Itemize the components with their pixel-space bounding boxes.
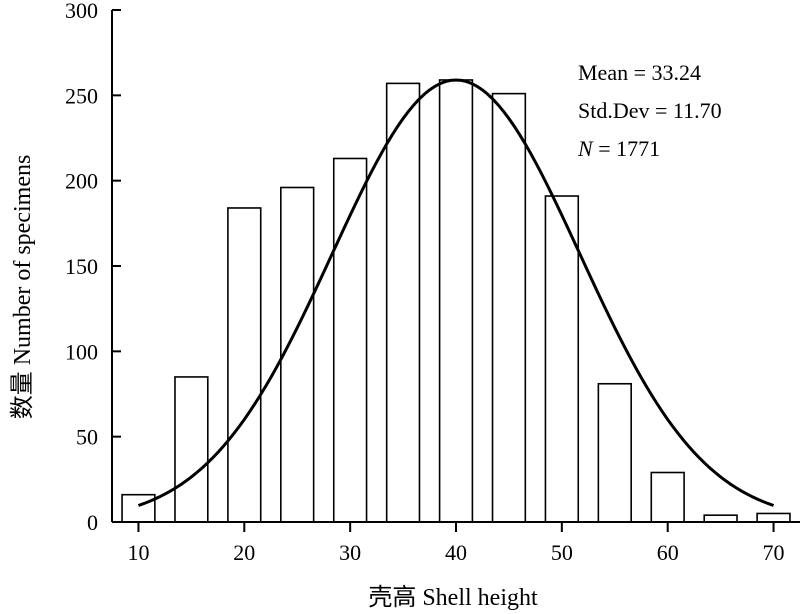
histogram-bar-20 — [227, 207, 262, 523]
histogram-bar-40 — [438, 79, 474, 523]
mean-label: Mean = 33.24 — [578, 60, 701, 85]
y-tick-label: 200 — [65, 169, 98, 194]
histogram-bar-10 — [121, 493, 156, 523]
x-tick-label: 50 — [551, 540, 573, 565]
y-axis-label: 数量 Number of specimens — [9, 155, 36, 420]
x-axis-label: 壳高 Shell height — [368, 584, 538, 611]
y-tick-label: 150 — [65, 254, 98, 279]
sample-size-symbol: N — [577, 136, 594, 161]
histogram-bar-30 — [332, 157, 368, 523]
x-tick-label: 70 — [763, 540, 785, 565]
std-dev-label: Std.Dev = 11.70 — [578, 98, 722, 123]
sample-size-value: = 1771 — [593, 136, 660, 161]
ticks-layer: 0 50 100 150 200 250 300 10 20 30 40 50 60 70 — [65, 0, 785, 565]
y-tick-label: 100 — [65, 339, 98, 364]
y-tick-label: 50 — [76, 425, 98, 450]
x-tick-label: 60 — [657, 540, 679, 565]
stats-box: Mean = 33.24 Std.Dev = 11.70 N = 1771 — [577, 60, 722, 161]
sample-size-label: N = 1771 — [577, 136, 660, 161]
y-tick-label: 300 — [65, 0, 98, 23]
x-tick-label: 20 — [233, 540, 255, 565]
bars-layer — [121, 79, 791, 523]
histogram-bar-35 — [385, 82, 421, 523]
histogram-bar-50 — [544, 195, 580, 523]
x-tick-label: 40 — [445, 540, 467, 565]
y-tick-label: 250 — [65, 83, 98, 108]
y-tick-label: 0 — [87, 510, 98, 535]
histogram-bar-70 — [756, 512, 791, 523]
histogram-bar-65 — [703, 514, 738, 523]
histogram-bar-25 — [280, 186, 315, 523]
histogram-bar-45 — [491, 92, 527, 523]
normal-fit-curve — [137, 78, 775, 507]
histogram-bar-60 — [650, 471, 685, 523]
x-tick-label: 10 — [127, 540, 149, 565]
histogram-bar-15 — [174, 376, 209, 523]
x-tick-label: 30 — [339, 540, 361, 565]
histogram-bar-55 — [597, 382, 632, 523]
